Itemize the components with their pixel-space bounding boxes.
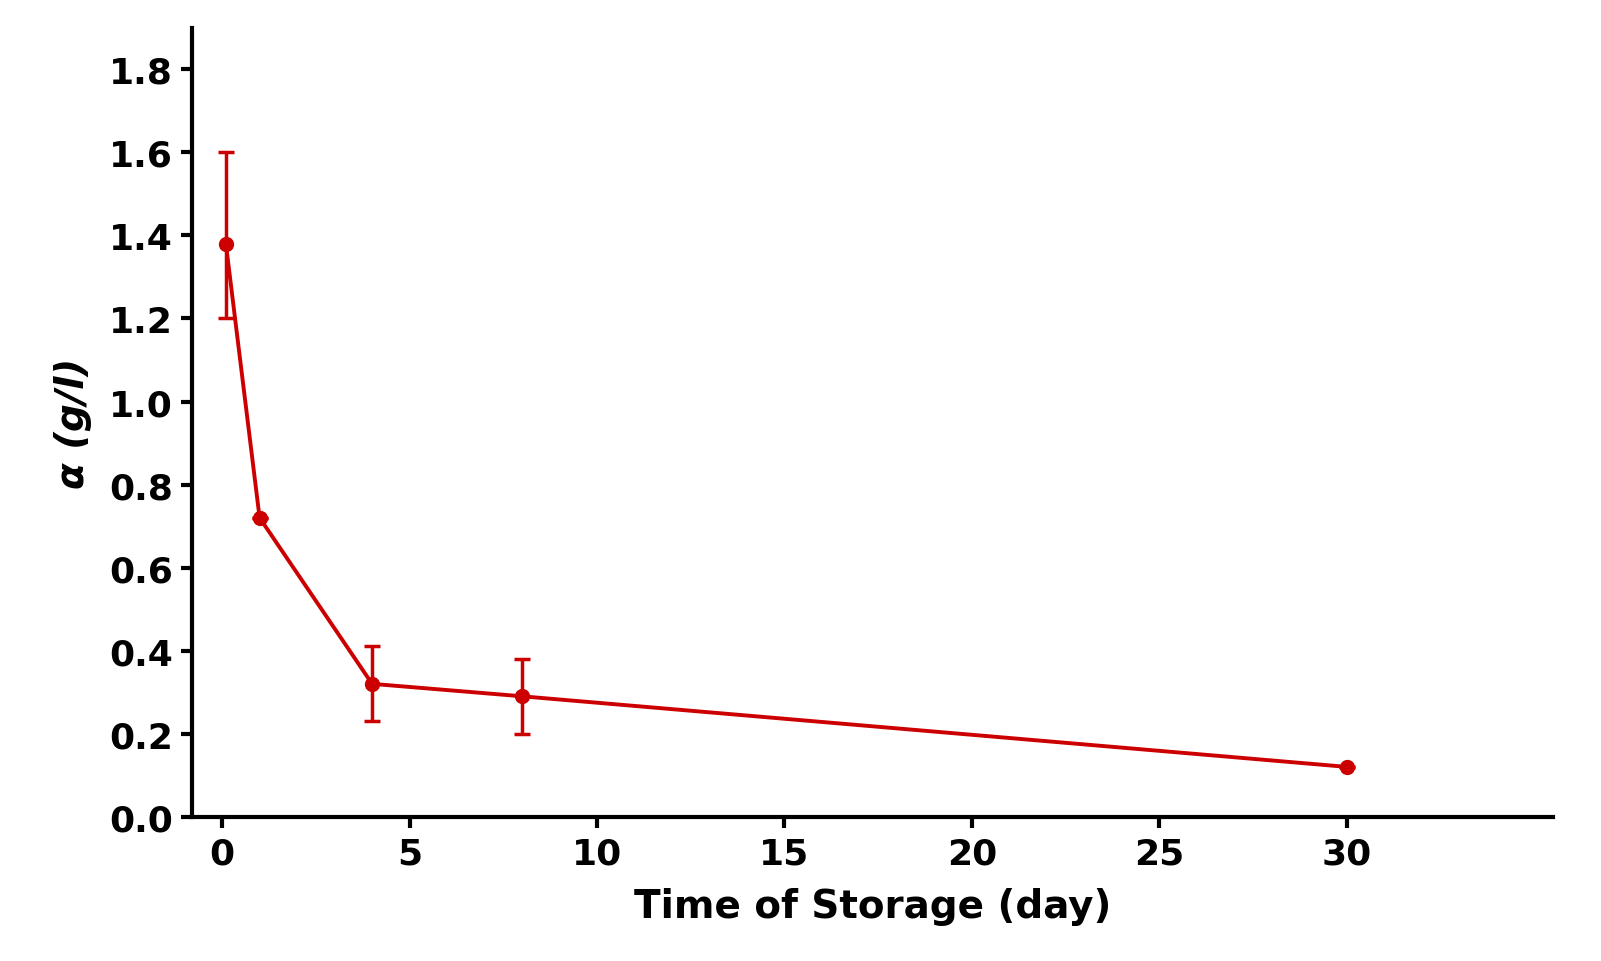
Y-axis label: α (g/l): α (g/l) (54, 357, 93, 488)
X-axis label: Time of Storage (day): Time of Storage (day) (634, 887, 1111, 924)
